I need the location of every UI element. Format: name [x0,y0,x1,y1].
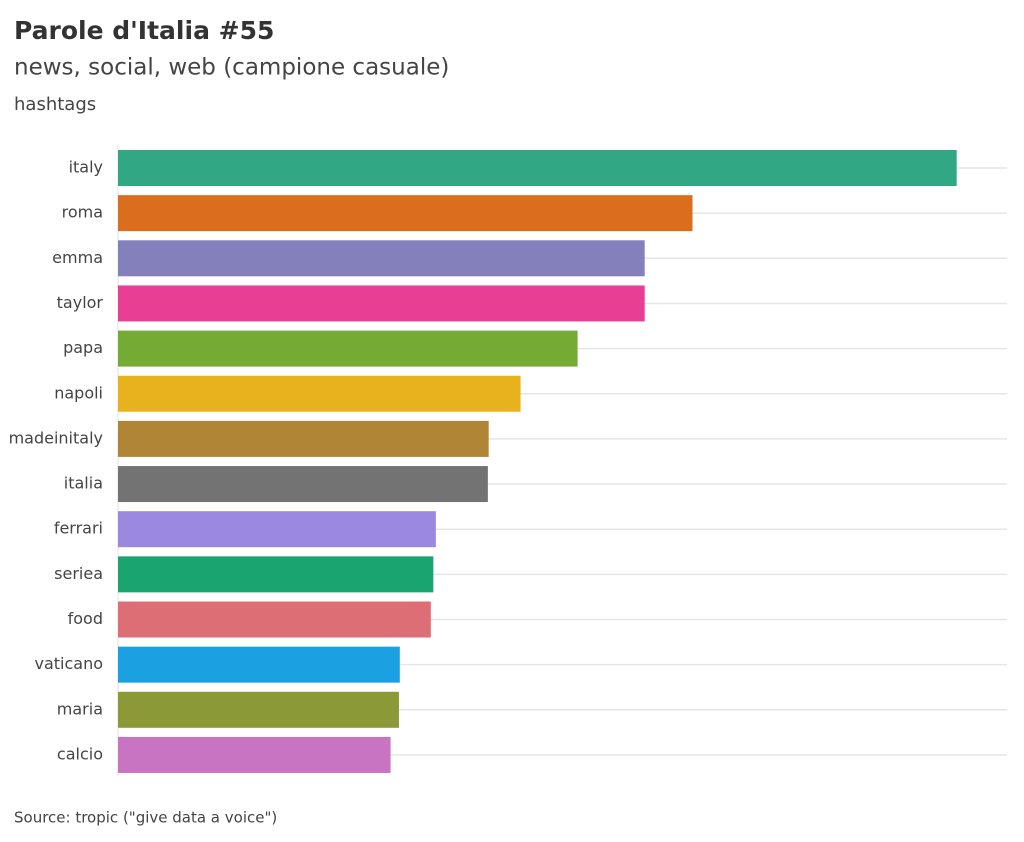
bar [118,511,436,548]
y-tick-label: vaticano [34,654,103,673]
y-tick-label: food [68,609,103,628]
source: Source: tropic ("give data a voice") [14,809,277,827]
y-tick-label: napoli [54,383,103,402]
y-tick-label: italy [69,158,103,177]
bar [118,736,391,773]
bar [118,691,399,728]
bar [118,150,957,186]
y-tick-label: ferrari [54,519,103,538]
bar [118,420,489,457]
y-tick-label: emma [52,248,103,267]
y-tick-label: maria [57,699,103,718]
bar [118,240,645,277]
bar [118,195,693,232]
bar [118,375,521,412]
y-tick-label: papa [63,338,103,357]
bar [118,285,645,322]
bar [118,466,488,503]
y-tick-label: taylor [57,293,104,312]
bar [118,646,400,683]
bar [118,330,578,367]
bar [118,556,434,593]
chart-title: Parole d'Italia #55 [14,16,274,45]
axis-label: hashtags [14,94,96,115]
y-tick-label: madeinitaly [9,428,103,447]
y-tick-label: calcio [57,744,103,763]
y-tick-label: seriea [54,564,103,583]
chart-subtitle: news, social, web (campione casuale) [14,55,449,81]
y-tick-label: italia [64,474,103,493]
y-tick-label: roma [62,203,103,222]
bar [118,601,431,638]
